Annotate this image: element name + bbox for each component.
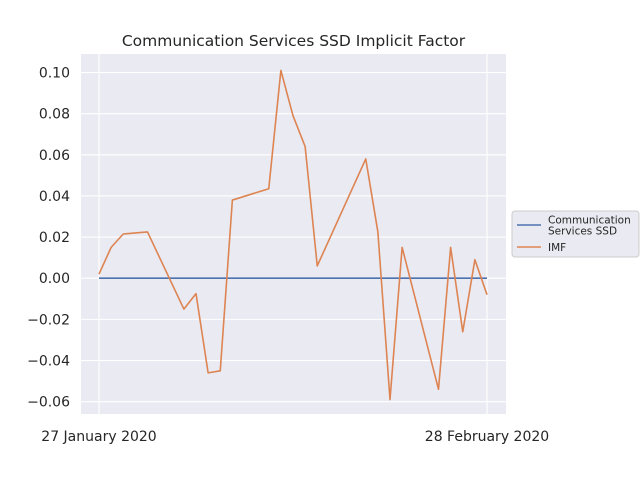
legend-label: IMF [548, 242, 566, 254]
y-tick-label: 0.04 [39, 189, 70, 205]
series-line-1 [98, 69, 488, 401]
y-axis-ticks: −0.06 −0.04 −0.02 0.00 0.02 0.04 0.06 0.08 0.10 [27, 66, 70, 411]
legend-box [511, 210, 640, 258]
x-tick-label: 28 February 2020 [425, 429, 549, 445]
y-tick-label: −0.06 [27, 395, 70, 411]
y-tick-label: 0.02 [39, 230, 70, 246]
x-axis-ticks: 27 January 2020 28 February 2020 [41, 429, 549, 445]
y-tick-label: 0.08 [39, 107, 70, 123]
y-tick-label: −0.02 [27, 312, 70, 328]
y-tick-label: 0.06 [39, 148, 70, 164]
x-tick-label: 27 January 2020 [41, 429, 156, 445]
legend: Communication Services SSD IMF [511, 210, 640, 258]
y-tick-label: 0.10 [39, 66, 70, 82]
y-tick-label: −0.04 [27, 354, 70, 370]
series-lines [98, 69, 488, 401]
y-tick-label: 0.00 [39, 271, 70, 287]
chart-title: Communication Services SSD Implicit Fact… [122, 32, 466, 50]
grid-lines [81, 54, 506, 414]
legend-label: Communication Services SSD [548, 215, 631, 238]
